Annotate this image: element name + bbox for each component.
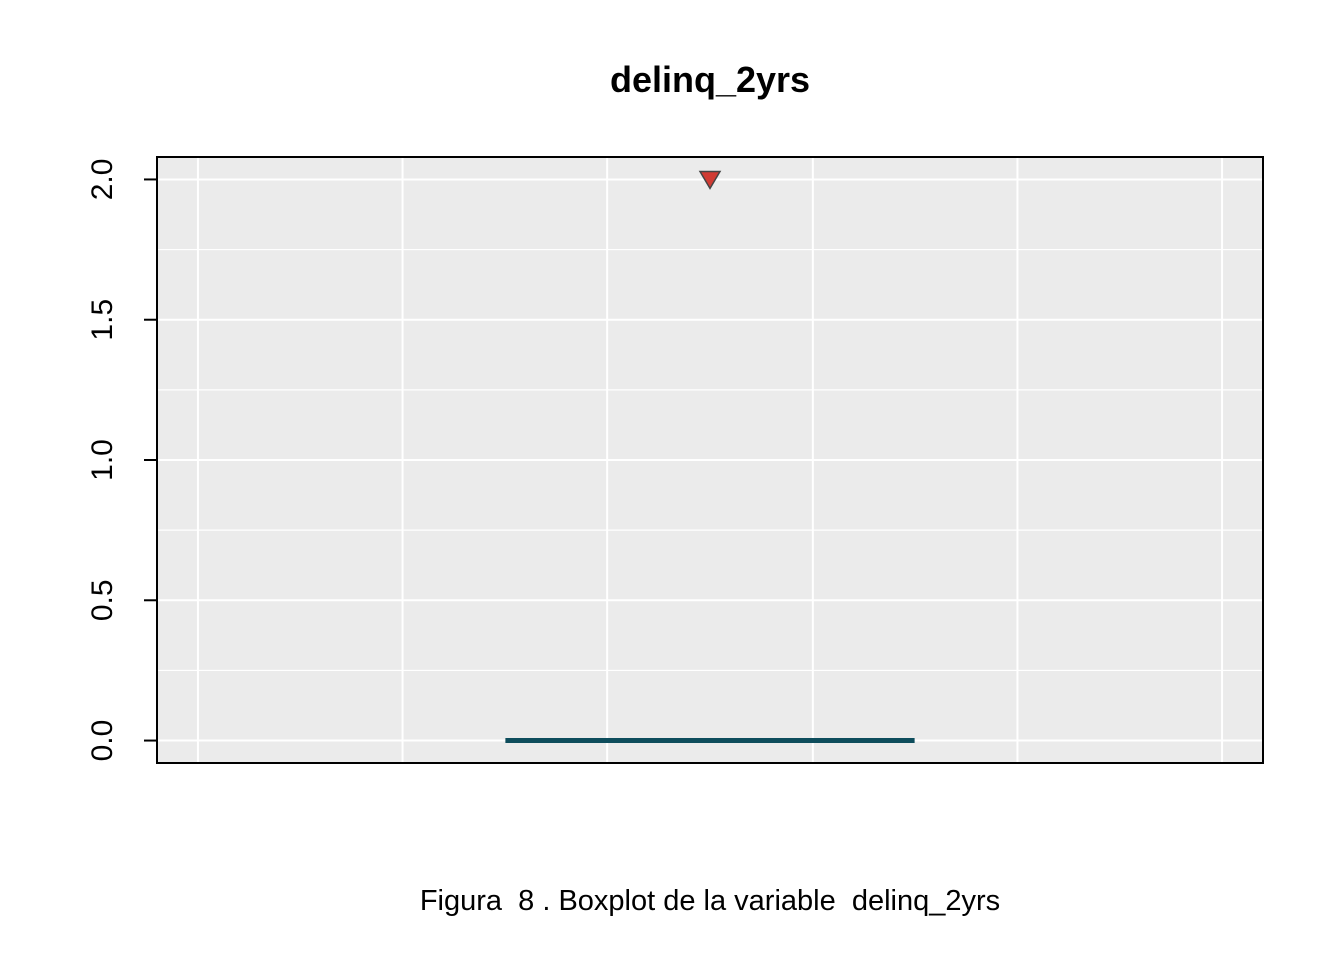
y-tick-label: 0.0: [86, 720, 119, 762]
figure-caption: Figura 8 . Boxplot de la variable delinq…: [420, 885, 1000, 917]
grid-lines: [157, 157, 1263, 763]
y-tick-label: 1.0: [86, 439, 119, 481]
chart-title: delinq_2yrs: [610, 59, 810, 100]
y-axis: 0.0 0.5 1.0 1.5 2.0: [86, 159, 157, 762]
outlier-point: [698, 170, 722, 190]
y-tick-label: 2.0: [86, 159, 119, 201]
y-tick-label: 1.5: [86, 299, 119, 341]
boxplot-marks: [505, 170, 915, 744]
y-tick-label: 0.5: [86, 579, 119, 621]
